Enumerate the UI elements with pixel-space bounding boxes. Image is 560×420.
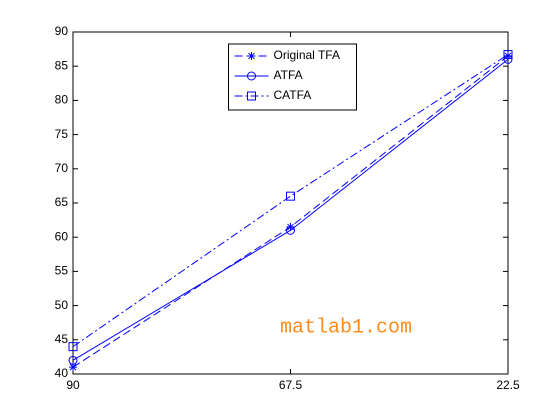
marker-shape: [68, 355, 78, 365]
y-tick-label: 70: [55, 161, 69, 175]
marker-shape: [247, 71, 256, 81]
marker-shape: [504, 52, 512, 60]
marker-shape: [287, 223, 294, 231]
marker: [68, 355, 78, 365]
y-tick-label: 45: [55, 332, 69, 346]
y-tick-label: 50: [55, 298, 69, 312]
x-tick-label: 67.5: [279, 378, 303, 392]
marker: [247, 71, 256, 81]
marker-shape: [68, 342, 78, 352]
x-tick-label: 90: [66, 378, 80, 392]
marker-shape: [286, 191, 295, 201]
series-line: [72, 58, 509, 361]
marker-shape: [248, 52, 255, 60]
y-tick-label: 90: [55, 24, 69, 38]
marker: [503, 50, 513, 60]
marker: [286, 225, 295, 235]
watermark: matlab1.com: [280, 316, 412, 339]
marker-shape: [503, 54, 513, 64]
marker: [69, 363, 77, 372]
y-tick-label: 55: [55, 264, 69, 278]
marker: [247, 52, 256, 60]
marker: [68, 342, 78, 352]
y-tick-label: 65: [55, 195, 69, 209]
marker: [247, 91, 256, 101]
marker-shape: [247, 91, 256, 101]
y-tick-label: 40: [55, 366, 69, 380]
marker-shape: [286, 225, 295, 235]
marker: [286, 191, 295, 201]
marker: [503, 54, 513, 64]
y-tick-label: 80: [55, 93, 69, 107]
legend-label: ATFA: [274, 68, 303, 82]
legend-label: Original TFA: [274, 48, 340, 62]
x-tick-label: 22.5: [496, 378, 520, 392]
y-tick-label: 60: [55, 229, 69, 243]
y-tick-label: 85: [55, 58, 69, 72]
series-line: [72, 54, 509, 348]
marker-shape: [69, 363, 77, 371]
legend-label: CATFA: [274, 88, 312, 102]
legend: Original TFA ATFA CATFA: [228, 43, 357, 111]
y-tick-label: 75: [55, 127, 69, 141]
marker-shape: [503, 50, 513, 60]
